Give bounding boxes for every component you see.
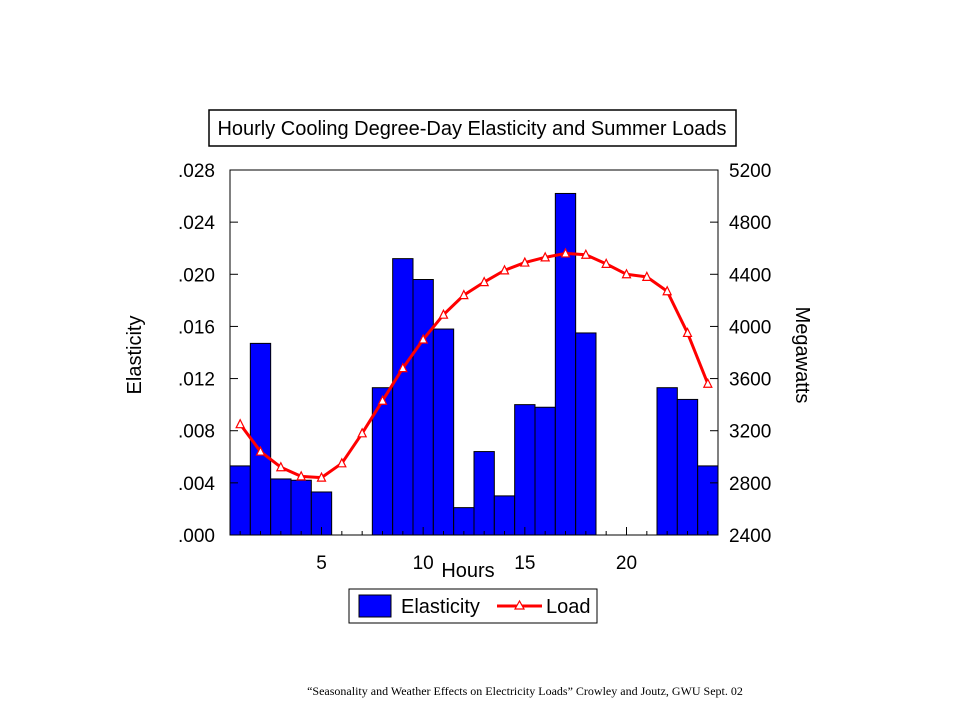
y-right-tick-label: 2800 [729, 474, 771, 495]
bar-hour-2 [249, 342, 272, 536]
load-point-hour-3 [275, 461, 286, 472]
bar-hour-3 [270, 478, 292, 536]
x-tick-label-15: 15 [514, 553, 535, 574]
x-tick-label-20: 20 [616, 553, 637, 574]
bar-hour-4 [290, 479, 312, 536]
y-right-tick-label: 4400 [729, 265, 771, 286]
x-tick-label-10: 10 [413, 553, 434, 574]
y-left-tick-label: .012 [178, 370, 215, 391]
bar-hour-12 [453, 507, 475, 536]
load-point-hour-22 [662, 285, 673, 296]
load-point-hour-20 [621, 268, 632, 279]
legend-bar-swatch [358, 594, 392, 618]
bar-hour-9 [392, 258, 414, 536]
bar-hour-17 [554, 192, 577, 536]
y-left-tick-label: .016 [178, 317, 215, 338]
y-right-tick-label: 4000 [729, 317, 771, 338]
bar-hour-13 [473, 451, 495, 536]
bar-hour-10 [412, 279, 434, 536]
legend-label-elasticity: Elasticity [401, 596, 480, 618]
load-point-hour-14 [499, 264, 510, 275]
load-point-hour-21 [641, 271, 652, 281]
load-point-hour-1 [235, 418, 246, 429]
chart-title: Hourly Cooling Degree-Day Elasticity and… [217, 118, 726, 140]
load-point-hour-11 [438, 308, 449, 319]
load-line [238, 251, 710, 480]
load-point-hour-24 [702, 377, 713, 388]
load-point-hour-4 [296, 470, 307, 481]
load-point-hour-15 [519, 256, 530, 267]
x-axis-label: Hours [441, 560, 494, 582]
legend-triangle-marker [513, 599, 526, 610]
y-axis-right-label: Megawatts [791, 307, 813, 404]
bar-hour-16 [534, 406, 556, 536]
x-tick-label-5: 5 [316, 553, 327, 574]
y-right-tick-label: 2400 [729, 526, 771, 547]
load-point-hour-19 [601, 258, 612, 268]
legend-label-load: Load [546, 596, 591, 618]
source-caption: “Seasonality and Weather Effects on Elec… [307, 684, 743, 698]
bar-hour-24 [697, 465, 719, 536]
load-point-hour-6 [336, 457, 347, 468]
chart-title-box [208, 109, 737, 147]
x-axis-ticks: 5 10 15 20 [239, 527, 709, 574]
load-point-hour-18 [580, 248, 591, 259]
legend: Elasticity Load [348, 588, 598, 624]
y-axis-left-ticks: .000 .004 .008 .012 .016 .020 .024 .028 [178, 161, 238, 547]
y-left-tick-label: .000 [178, 526, 215, 547]
load-line-series [235, 247, 713, 482]
bar-hour-14 [493, 495, 516, 536]
y-right-tick-label: 5200 [729, 161, 771, 182]
y-right-tick-label: 3200 [729, 422, 771, 443]
y-left-tick-label: .020 [178, 265, 215, 286]
bar-hour-11 [432, 328, 455, 536]
y-axis-left-label: Elasticity [124, 316, 146, 395]
load-point-hour-8 [377, 394, 388, 405]
load-point-hour-12 [458, 289, 469, 300]
load-point-hour-13 [479, 276, 490, 287]
y-axis-right-ticks: 2400 2800 3200 3600 4000 4400 4800 5200 [710, 161, 771, 547]
y-right-tick-label: 3600 [729, 370, 771, 391]
y-left-tick-label: .024 [178, 213, 215, 234]
load-point-hour-23 [682, 327, 693, 338]
load-point-hour-16 [540, 251, 551, 262]
y-right-tick-label: 4800 [729, 213, 771, 234]
load-point-hour-17 [560, 247, 571, 258]
y-left-tick-label: .028 [178, 161, 215, 182]
bar-hour-23 [676, 398, 699, 536]
bars [229, 192, 719, 536]
load-point-hour-9 [397, 362, 408, 373]
bar-hour-15 [514, 404, 536, 536]
load-point-hour-2 [255, 445, 266, 456]
load-point-hour-7 [357, 427, 368, 438]
plot-frame [229, 169, 719, 536]
bar-hour-1 [229, 465, 251, 536]
y-left-tick-label: .004 [178, 474, 215, 495]
bar-hour-18 [575, 332, 597, 536]
load-point-hour-5 [316, 471, 327, 482]
bar-hour-22 [656, 387, 678, 536]
load-point-hour-10 [418, 333, 429, 344]
y-left-tick-label: .008 [178, 422, 215, 443]
